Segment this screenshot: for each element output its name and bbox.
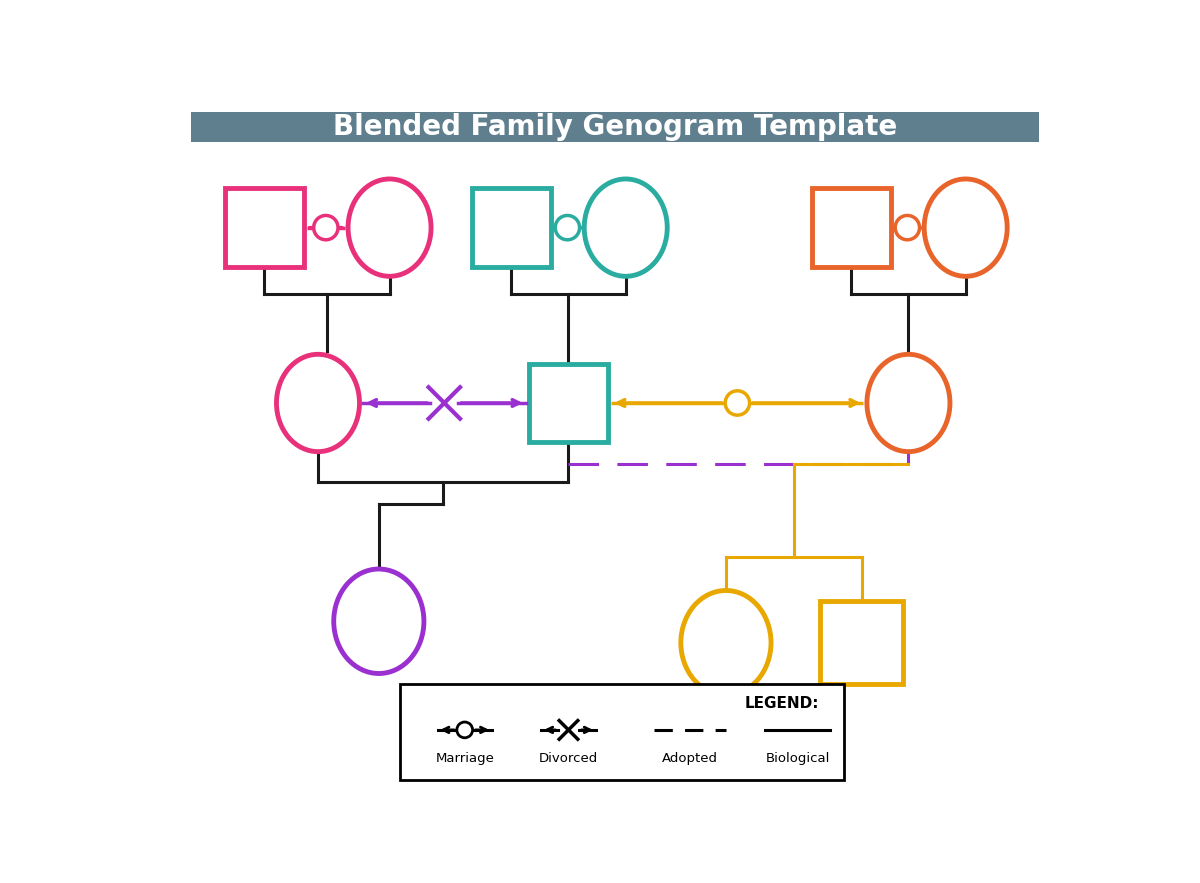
Ellipse shape bbox=[924, 179, 1007, 276]
Ellipse shape bbox=[584, 179, 667, 276]
Bar bbox=[401, 683, 844, 781]
Ellipse shape bbox=[348, 179, 431, 276]
Bar bbox=[821, 601, 904, 684]
Text: Blended Family Genogram Template: Blended Family Genogram Template bbox=[332, 113, 898, 140]
Text: LEGEND:: LEGEND: bbox=[744, 696, 818, 711]
Circle shape bbox=[725, 391, 750, 415]
Bar bbox=[191, 111, 1039, 142]
Ellipse shape bbox=[334, 569, 424, 674]
Circle shape bbox=[556, 215, 580, 240]
Bar bbox=[529, 364, 608, 442]
Circle shape bbox=[313, 215, 338, 240]
Bar bbox=[224, 188, 304, 267]
Circle shape bbox=[457, 722, 473, 738]
Circle shape bbox=[895, 215, 919, 240]
Bar bbox=[472, 188, 551, 267]
Text: Biological: Biological bbox=[766, 752, 829, 766]
Bar bbox=[812, 188, 890, 267]
Ellipse shape bbox=[866, 354, 950, 451]
Text: Adopted: Adopted bbox=[662, 752, 718, 766]
Text: Marriage: Marriage bbox=[436, 752, 494, 766]
Ellipse shape bbox=[680, 591, 772, 695]
Ellipse shape bbox=[276, 354, 360, 451]
Text: Divorced: Divorced bbox=[539, 752, 598, 766]
